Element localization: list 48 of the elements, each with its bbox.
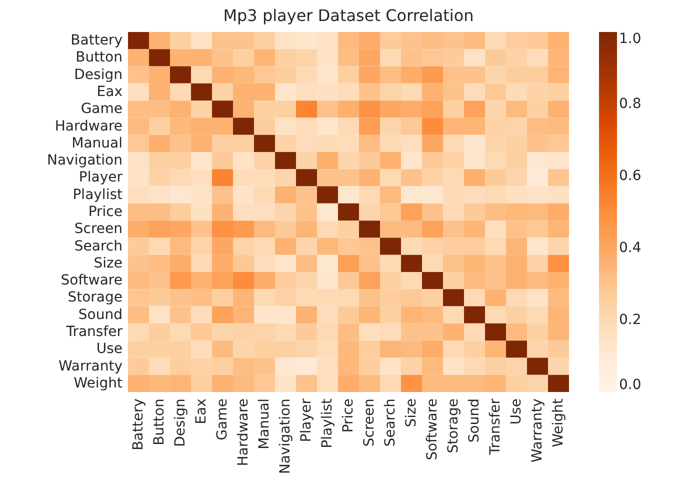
x-tick-label: Button [152,398,168,446]
x-tick-label: Size [404,398,420,428]
y-tick-label: Eax [96,84,122,100]
x-tick-label: Weight [550,398,566,448]
x-tick-label: Eax [194,398,210,424]
x-tick-label: Search [382,398,398,447]
y-tick-label: Price [88,204,122,220]
y-tick-label: Game [80,101,122,118]
y-tick-label: Transfer [65,324,123,340]
y-tick-label: Player [78,170,123,186]
x-tick-label: Manual [256,398,272,450]
x-tick-label: Screen [362,398,378,447]
chart-title: Mp3 player Dataset Correlation [223,6,474,25]
x-tick-label: Sound [466,398,482,443]
x-tick-label: Storage [446,398,462,454]
y-tick-label: Manual [72,135,122,152]
y-tick-label: Button [76,50,122,66]
x-tick-label: Software [424,398,440,460]
y-tick-label: Playlist [72,186,124,203]
y-tick-label: Search [74,238,122,254]
color-bar-label: 1.0 [619,31,642,47]
y-tick-label: Screen [74,221,122,238]
x-tick-label: Use [508,398,524,425]
color-bar-label: 0.6 [619,168,642,184]
x-tick-label: Transfer [488,398,504,456]
x-tick-label: Navigation [278,398,294,474]
x-tick-label: Price [340,398,356,433]
x-tick-label: Player [298,398,314,442]
y-tick-label: Hardware [54,118,122,134]
color-bar-label: 0.0 [619,377,642,393]
color-bar-label: 0.2 [619,312,642,328]
y-tick-label: Warranty [58,358,122,374]
y-tick-label: Navigation [46,152,122,169]
x-tick-label: Hardware [236,398,252,466]
y-tick-label: Size [94,255,122,272]
x-tick-label: Design [172,398,188,447]
y-tick-label: Storage [68,290,122,306]
y-tick-label: Use [96,341,122,358]
y-tick-label: Weight [74,375,124,392]
y-tick-label: Design [74,66,122,83]
color-bar-label: 0.4 [619,240,642,256]
y-tick-label: Battery [70,32,122,49]
color-bar-label: 0.8 [619,96,642,112]
y-tick-label: Sound [78,306,122,323]
x-tick-label: Playlist [320,398,336,448]
x-tick-label: Warranty [530,398,546,463]
x-tick-label: Game [214,398,230,440]
y-tick-label: Software [60,272,122,289]
